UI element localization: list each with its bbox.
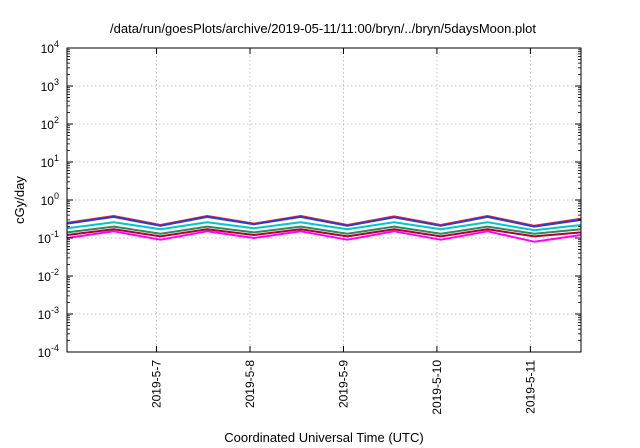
series-line	[66, 215, 582, 228]
x-tick-label: 2019-5-7	[150, 360, 164, 408]
y-tick-label: 10-2	[38, 267, 59, 284]
y-tick-label: 10-3	[38, 305, 59, 322]
chart-title: /data/run/goesPlots/archive/2019-05-11/1…	[110, 21, 536, 36]
grid	[67, 48, 581, 352]
y-tick-label: 103	[41, 77, 59, 94]
series-layer	[66, 215, 582, 243]
y-tick-label: 104	[41, 39, 59, 56]
y-axis-label: cGy/day	[12, 176, 27, 224]
ticks: 10-4 10-3 10-2 10-1 100 101 102 103 104 2019-5-7 2…	[38, 39, 581, 415]
x-tick-label: 2019-5-8	[243, 360, 257, 408]
x-tick-label: 2019-5-9	[336, 360, 350, 408]
y-tick-label: 101	[41, 153, 59, 170]
x-axis-label: Coordinated Universal Time (UTC)	[224, 430, 423, 445]
x-tick-label: 2019-5-10	[430, 360, 444, 415]
series-line	[66, 221, 582, 232]
y-tick-label: 10-4	[38, 343, 59, 360]
y-tick-label: 10-1	[38, 229, 59, 246]
series-line	[66, 230, 582, 243]
series-line	[66, 228, 582, 238]
x-tick-label: 2019-5-11	[523, 360, 537, 414]
series-line	[66, 225, 582, 235]
y-tick-label: 102	[41, 115, 59, 132]
y-tick-label: 100	[41, 191, 59, 208]
